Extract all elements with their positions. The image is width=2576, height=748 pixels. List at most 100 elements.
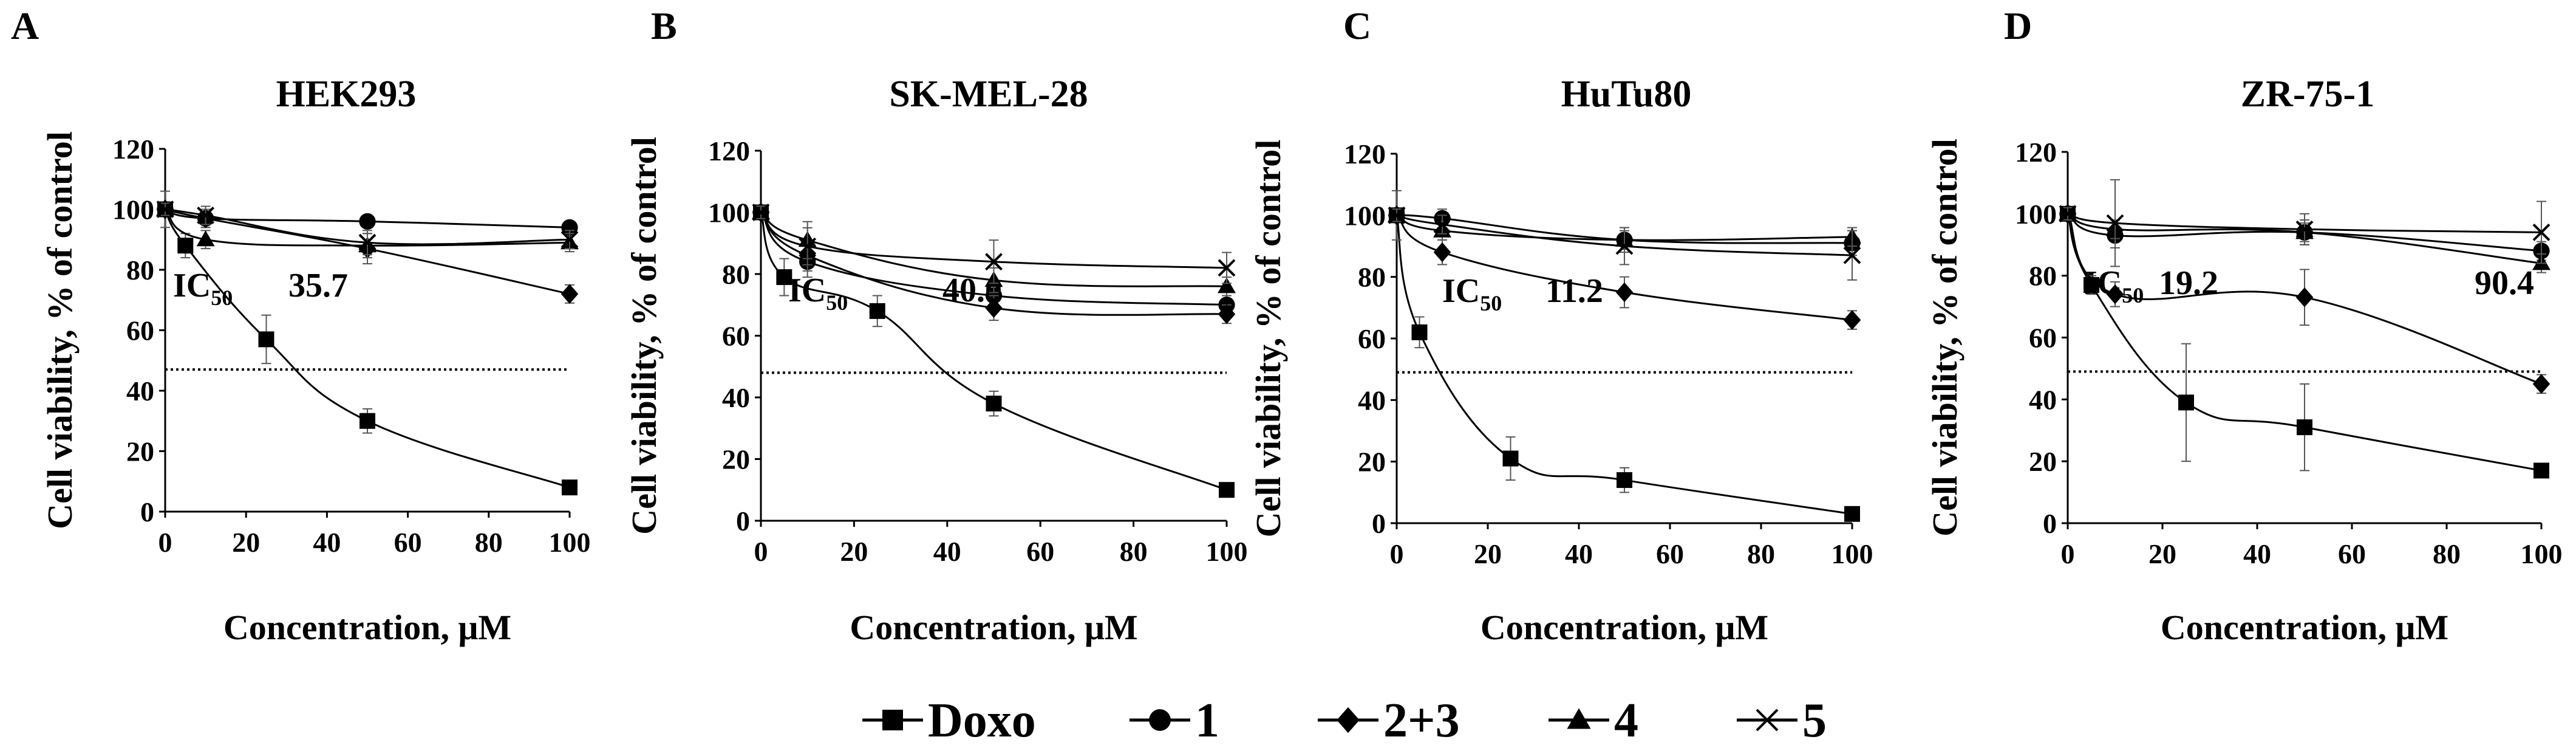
ic50-label: IC50	[788, 272, 848, 315]
y-tick-label: 80	[126, 255, 154, 286]
data-point	[1218, 277, 1236, 293]
y-tick-label: 80	[2029, 261, 2057, 292]
data-point	[1388, 206, 1406, 224]
y-tick-label: 20	[2029, 446, 2057, 477]
x-axis-label: Concentration, μM	[1481, 608, 1768, 647]
data-point	[2295, 287, 2314, 307]
y-tick-label: 0	[2043, 508, 2057, 539]
data-point	[1615, 237, 1634, 255]
data-point	[359, 213, 376, 230]
y-tick-label: 20	[126, 436, 154, 467]
legend-marker	[1567, 708, 1591, 729]
data-point	[2532, 374, 2550, 394]
y-tick-label: 0	[1372, 508, 1386, 539]
series-line	[760, 211, 1227, 306]
legend-marker	[882, 710, 903, 730]
y-tick-label: 40	[126, 376, 154, 407]
y-tick-label: 40	[1358, 385, 1386, 416]
chart-title: HEK293	[276, 74, 417, 115]
data-point-stroke	[1843, 246, 1861, 264]
x-tick-label: 60	[394, 527, 422, 558]
y-tick-label: 60	[722, 321, 750, 352]
series-line	[2067, 213, 2542, 233]
data-point	[2106, 284, 2124, 304]
legend-item-doxo: Doxo	[862, 694, 1036, 747]
y-tick-label: 60	[1358, 323, 1386, 354]
data-point	[2533, 462, 2549, 479]
series-2-plus-3	[1388, 205, 1861, 330]
x-tick-label: 40	[1565, 538, 1593, 569]
x-tick-label: 0	[2061, 538, 2075, 569]
x-tick-label: 80	[2433, 538, 2461, 569]
data-point-stroke	[197, 207, 215, 224]
series-line	[1396, 214, 1853, 256]
data-point	[1844, 506, 1860, 522]
data-point	[561, 230, 579, 249]
data-point	[1411, 324, 1428, 340]
y-tick-label: 120	[112, 134, 154, 165]
series-5	[1388, 206, 1861, 281]
y-tick-label: 120	[1344, 139, 1386, 170]
data-point	[561, 284, 579, 304]
y-axis-label: Cell viability, % of control	[1249, 140, 1288, 538]
y-axis-label: Cell viability, % of control	[624, 137, 664, 535]
series-line	[1396, 214, 1853, 244]
y-tick-label: 0	[736, 506, 750, 537]
data-point-stroke	[1433, 216, 1451, 233]
data-point	[1843, 310, 1861, 330]
panel-letter: A	[11, 4, 39, 47]
y-tick-label: 120	[2015, 137, 2057, 168]
y-tick-label: 40	[722, 382, 750, 413]
legend-label: Doxo	[928, 694, 1036, 745]
y-tick-label: 100	[2015, 199, 2057, 230]
data-point-stroke	[985, 253, 1003, 271]
legend-marker	[1756, 709, 1779, 732]
data-point	[985, 253, 1003, 271]
y-tick-label: 40	[2029, 384, 2057, 415]
chart-title: ZR-75-1	[2241, 74, 2374, 115]
data-point-stroke	[1615, 237, 1634, 255]
legend-label: 2+3	[1383, 694, 1460, 745]
data-point	[776, 269, 792, 286]
x-tick-label: 60	[1656, 538, 1684, 569]
data-point	[2059, 205, 2077, 223]
series-line	[760, 211, 1227, 269]
x-tick-label: 20	[2148, 538, 2176, 569]
y-tick-label: 100	[112, 194, 154, 225]
legend-label: 5	[1802, 694, 1827, 745]
legend-marker-stroke	[1756, 709, 1779, 732]
x-tick-label: 20	[1474, 538, 1502, 569]
series-doxo	[2060, 205, 2549, 479]
chart-title: HuTu80	[1561, 74, 1692, 115]
data-point	[985, 298, 1003, 318]
x-tick-label: 80	[475, 527, 503, 558]
x-tick-label: 100	[549, 527, 591, 558]
x-tick-label: 40	[933, 536, 961, 567]
data-point	[1218, 304, 1236, 324]
data-point	[1219, 482, 1235, 498]
y-tick-label: 120	[708, 136, 750, 166]
data-point	[2295, 220, 2314, 238]
ic50-value: 11.2	[1545, 272, 1603, 310]
series-2-plus-3	[2059, 204, 2550, 394]
series-line	[760, 211, 1227, 316]
ic50-subscript: 50	[1480, 291, 1502, 315]
ic50-prefix: IC	[1442, 272, 1480, 310]
series-line	[164, 208, 570, 247]
y-tick-label: 20	[1358, 447, 1386, 478]
x-axis-label: Concentration, μM	[2161, 608, 2448, 647]
data-point	[2106, 214, 2124, 232]
series-line	[2067, 213, 2542, 472]
x-axis-label: Concentration, μM	[850, 608, 1137, 647]
panel-letter: B	[651, 4, 677, 47]
y-axis-label: Cell viability, % of control	[40, 131, 80, 529]
data-point-stroke	[1388, 206, 1406, 224]
series-line	[2067, 213, 2542, 264]
series-line	[1395, 214, 1853, 321]
series-line	[2067, 213, 2542, 385]
series-line	[165, 208, 570, 295]
data-point	[156, 201, 174, 218]
data-point-stroke	[799, 237, 817, 255]
data-point-stroke	[2059, 205, 2077, 223]
